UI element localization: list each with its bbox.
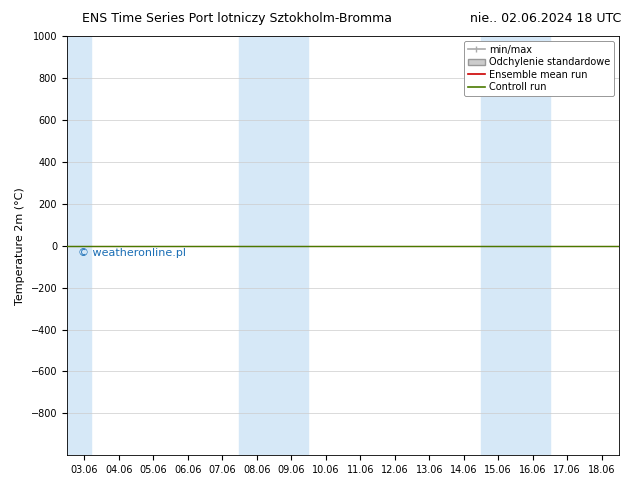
Y-axis label: Temperature 2m (°C): Temperature 2m (°C)	[15, 187, 25, 305]
Bar	[67, 36, 91, 455]
Legend: min/max, Odchylenie standardowe, Ensemble mean run, Controll run: min/max, Odchylenie standardowe, Ensembl…	[463, 41, 614, 96]
Bar	[481, 36, 550, 455]
Bar	[240, 36, 309, 455]
Text: © weatheronline.pl: © weatheronline.pl	[78, 248, 186, 258]
Text: nie.. 02.06.2024 18 UTC: nie.. 02.06.2024 18 UTC	[470, 12, 621, 25]
Text: ENS Time Series Port lotniczy Sztokholm-Bromma: ENS Time Series Port lotniczy Sztokholm-…	[82, 12, 392, 25]
